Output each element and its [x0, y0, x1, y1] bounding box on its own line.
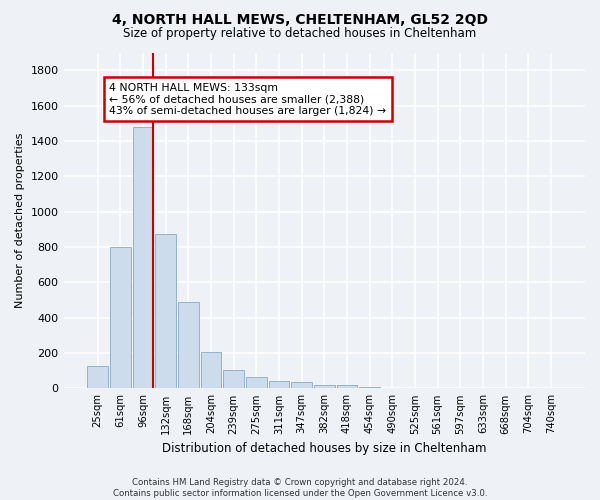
Bar — [110, 247, 131, 388]
Bar — [269, 382, 289, 388]
Bar — [359, 386, 380, 388]
Bar — [337, 385, 358, 388]
Bar — [314, 384, 335, 388]
Bar — [291, 382, 312, 388]
Bar — [223, 370, 244, 388]
X-axis label: Distribution of detached houses by size in Cheltenham: Distribution of detached houses by size … — [162, 442, 487, 455]
Text: Contains HM Land Registry data © Crown copyright and database right 2024.
Contai: Contains HM Land Registry data © Crown c… — [113, 478, 487, 498]
Text: 4 NORTH HALL MEWS: 133sqm
← 56% of detached houses are smaller (2,388)
43% of se: 4 NORTH HALL MEWS: 133sqm ← 56% of detac… — [109, 82, 386, 116]
Bar — [178, 302, 199, 388]
Y-axis label: Number of detached properties: Number of detached properties — [15, 133, 25, 308]
Bar — [155, 234, 176, 388]
Text: 4, NORTH HALL MEWS, CHELTENHAM, GL52 2QD: 4, NORTH HALL MEWS, CHELTENHAM, GL52 2QD — [112, 12, 488, 26]
Text: Size of property relative to detached houses in Cheltenham: Size of property relative to detached ho… — [124, 28, 476, 40]
Bar — [133, 127, 154, 388]
Bar — [200, 352, 221, 389]
Bar — [246, 377, 267, 388]
Bar — [87, 366, 108, 388]
